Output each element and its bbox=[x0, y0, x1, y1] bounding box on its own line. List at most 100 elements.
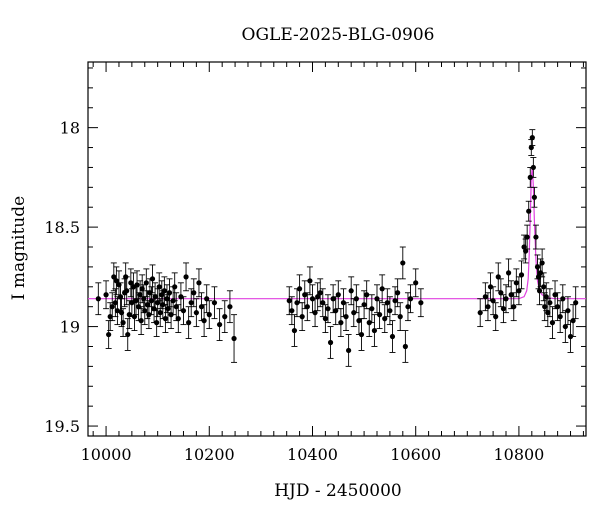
data-point bbox=[211, 300, 218, 306]
data-point bbox=[173, 304, 179, 310]
data-point bbox=[402, 343, 408, 350]
data-point bbox=[154, 320, 160, 326]
data-point bbox=[156, 284, 162, 290]
data-point bbox=[549, 320, 556, 326]
data-point bbox=[505, 270, 512, 276]
data-point bbox=[302, 292, 308, 298]
data-point bbox=[183, 274, 189, 280]
data-point bbox=[166, 290, 173, 296]
data-point bbox=[541, 284, 547, 290]
model-curve bbox=[88, 167, 586, 300]
data-point bbox=[392, 298, 398, 304]
data-point bbox=[112, 300, 118, 306]
x-tick-label: 10000 bbox=[81, 445, 132, 464]
data-point bbox=[231, 335, 237, 342]
data-point bbox=[138, 318, 144, 324]
data-point bbox=[114, 308, 121, 314]
data-point bbox=[543, 294, 549, 300]
data-point bbox=[193, 310, 199, 316]
data-point bbox=[495, 274, 501, 280]
data-point bbox=[387, 308, 393, 314]
data-point bbox=[186, 320, 192, 326]
data-point bbox=[482, 294, 488, 300]
data-point bbox=[536, 288, 543, 294]
data-point bbox=[530, 164, 536, 171]
data-point bbox=[560, 296, 566, 302]
data-point bbox=[405, 304, 411, 310]
data-point bbox=[533, 234, 539, 240]
data-point bbox=[547, 300, 553, 306]
data-point bbox=[125, 331, 131, 338]
data-point bbox=[511, 304, 517, 310]
data-point bbox=[348, 288, 354, 294]
data-point bbox=[369, 306, 375, 312]
data-point bbox=[335, 292, 341, 298]
data-point bbox=[407, 296, 414, 302]
data-point bbox=[565, 308, 571, 314]
data-point bbox=[222, 314, 228, 320]
data-point bbox=[111, 274, 117, 280]
x-axis-label: HJD - 2450000 bbox=[274, 481, 402, 501]
data-point bbox=[539, 260, 545, 266]
data-point bbox=[161, 288, 167, 294]
y-tick-label: 19 bbox=[60, 318, 80, 337]
data-point bbox=[191, 290, 197, 296]
data-point bbox=[490, 298, 496, 304]
y-axis-label: I magnitude bbox=[9, 196, 29, 300]
data-point bbox=[364, 292, 370, 298]
data-point bbox=[291, 327, 298, 334]
data-point bbox=[148, 298, 155, 304]
data-point bbox=[172, 284, 178, 290]
data-point bbox=[384, 300, 390, 306]
plot-frame bbox=[87, 61, 587, 437]
data-point bbox=[128, 280, 134, 286]
data-point bbox=[353, 296, 359, 302]
data-point bbox=[531, 194, 537, 200]
data-point bbox=[343, 314, 349, 320]
chart-title: OGLE-2025-BLG-0906 bbox=[242, 25, 435, 45]
data-point bbox=[315, 294, 321, 300]
data-point bbox=[103, 292, 109, 298]
data-point bbox=[143, 280, 149, 286]
data-point bbox=[389, 333, 396, 340]
data-point bbox=[526, 208, 532, 214]
data-point bbox=[107, 314, 113, 320]
data-point bbox=[477, 310, 483, 316]
data-point bbox=[570, 318, 576, 324]
data-point bbox=[395, 290, 401, 296]
data-point bbox=[418, 300, 424, 306]
data-point bbox=[498, 290, 504, 296]
data-point bbox=[503, 296, 509, 302]
data-point bbox=[196, 280, 202, 286]
y-tick-label: 18.5 bbox=[44, 218, 80, 237]
data-point bbox=[382, 316, 388, 322]
data-point bbox=[109, 304, 115, 310]
data-point bbox=[545, 310, 551, 316]
data-point bbox=[216, 321, 223, 328]
data-point bbox=[555, 304, 561, 310]
data-point bbox=[312, 310, 318, 316]
data-point bbox=[518, 272, 525, 278]
data-point bbox=[124, 288, 130, 294]
x-tick-label: 10600 bbox=[390, 445, 441, 464]
data-point bbox=[206, 312, 212, 318]
data-point bbox=[126, 312, 132, 318]
data-point bbox=[317, 290, 323, 296]
data-point bbox=[523, 248, 529, 254]
data-point bbox=[289, 308, 295, 314]
data-point bbox=[356, 318, 362, 324]
data-point bbox=[361, 302, 367, 308]
x-tick-label: 10200 bbox=[184, 445, 235, 464]
data-point bbox=[500, 306, 507, 312]
data-point bbox=[120, 320, 126, 326]
data-point bbox=[307, 278, 313, 284]
data-point bbox=[296, 286, 303, 292]
data-point bbox=[562, 323, 568, 330]
y-tick-label: 18 bbox=[60, 119, 80, 138]
data-point bbox=[379, 286, 385, 292]
data-point bbox=[325, 306, 331, 312]
data-point bbox=[330, 296, 336, 302]
data-point bbox=[493, 314, 499, 320]
data-point bbox=[528, 144, 534, 151]
